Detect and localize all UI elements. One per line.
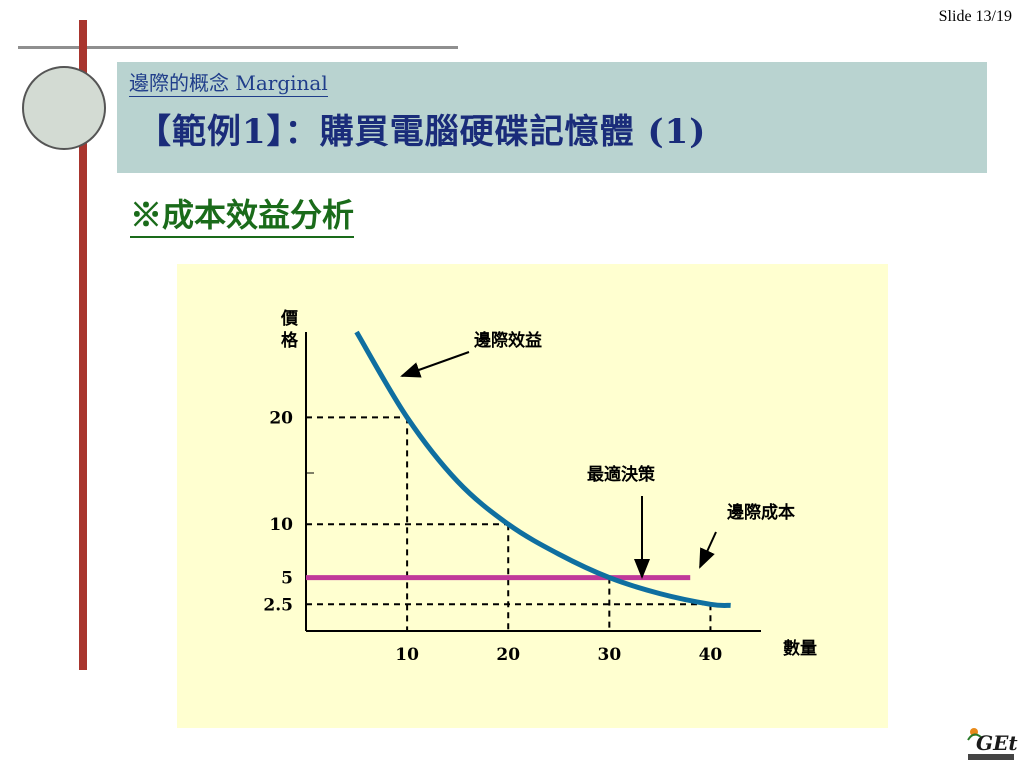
y-tick-label: 10 — [269, 515, 293, 535]
subtitle-link[interactable]: 邊際的概念 Marginal — [129, 71, 328, 97]
x-axis-label: 數量 — [783, 638, 817, 659]
title-box: 邊際的概念 Marginal 【範例1】：購買電腦硬碟記憶體 (1) — [117, 62, 987, 173]
svg-text:GEt: GEt — [976, 731, 1018, 755]
section-heading: ※成本效益分析 — [130, 194, 355, 238]
get-logo-icon: GEt — [967, 728, 1018, 760]
series-line-marginal-benefit — [354, 330, 731, 609]
cost-arrow — [699, 531, 717, 569]
marginal-chart: 2.5 5 10 20 10 20 30 40 價 格 數量 邊際效益 最適決策 邊際成本 — [263, 308, 817, 665]
x-tick-label: 30 — [597, 645, 621, 665]
page-title: 【範例1】：購買電腦硬碟記憶體 (1) — [137, 112, 707, 152]
chart-panel: 2.5 5 10 20 10 20 30 40 價 格 數量 邊際效益 最適決策 邊際成本 — [177, 264, 888, 728]
benefit-curve-label: 邊際效益 — [474, 330, 542, 351]
reference-lines — [306, 416, 712, 631]
y-tick-label: 20 — [269, 408, 293, 428]
decorative-bar — [79, 20, 87, 670]
decorative-line — [18, 46, 458, 49]
benefit-arrow — [400, 351, 470, 378]
y-axis-label-char-1: 價 — [280, 308, 299, 329]
x-tick-label: 20 — [496, 645, 520, 665]
y-axis-label-char-2: 格 — [281, 330, 299, 351]
cost-line-label: 邊際成本 — [727, 502, 795, 523]
x-tick-label: 10 — [395, 645, 419, 665]
slide-number: Slide 13/19 — [938, 8, 1012, 25]
decorative-circle — [22, 66, 106, 150]
y-tick-label: 5 — [281, 569, 293, 589]
x-tick-label: 40 — [699, 645, 723, 665]
y-tick-label: 2.5 — [263, 595, 293, 615]
optimal-decision-label: 最適決策 — [587, 464, 656, 485]
